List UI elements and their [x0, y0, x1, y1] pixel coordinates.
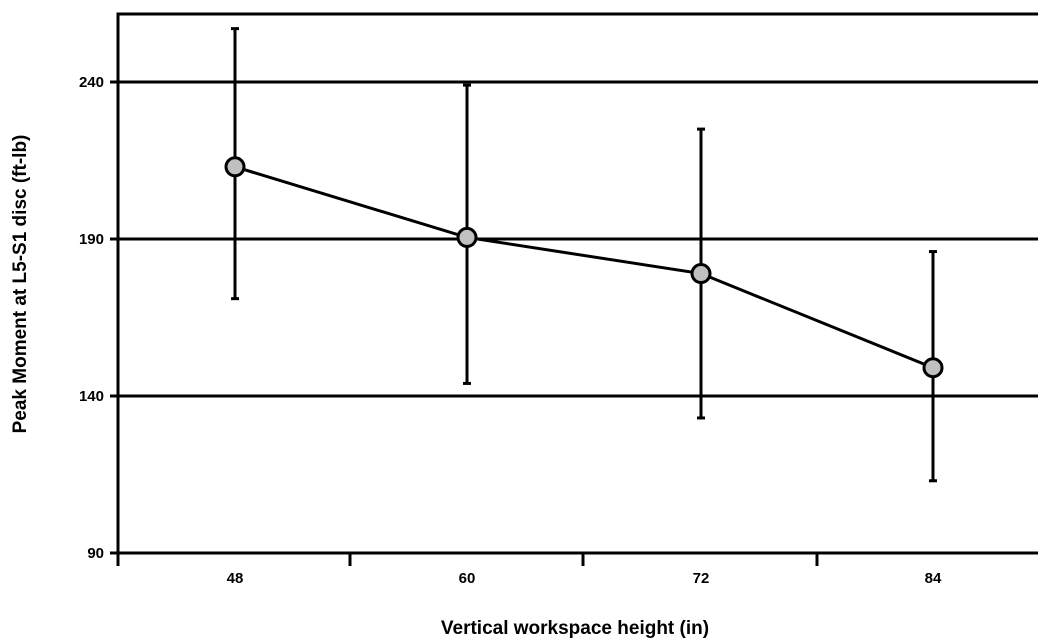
axes [110, 12, 1038, 566]
x-tick-label-48: 48 [227, 570, 244, 587]
gridlines [118, 80, 1038, 398]
x-tick-label-84: 84 [925, 570, 942, 587]
y-tick-label-140: 140 [79, 388, 104, 405]
y-tick-label-190: 190 [79, 231, 104, 248]
y-tick-label-240: 240 [79, 74, 104, 91]
series-line [234, 165, 934, 370]
x-axis-title: Vertical workspace height (in) [441, 618, 709, 639]
data-point-60 [456, 226, 478, 248]
data-points [224, 156, 944, 379]
tick-labels: 90 140 190 240 48 60 72 84 [79, 74, 942, 587]
x-tick-label-72: 72 [693, 570, 710, 587]
y-tick-label-90: 90 [87, 545, 104, 562]
x-tick-label-60: 60 [459, 570, 476, 587]
y-axis-title: Peak Moment at L5-S1 disc (ft-lb) [10, 135, 31, 434]
series-line-path [234, 165, 934, 370]
data-point-48 [224, 156, 246, 178]
data-point-84 [922, 357, 944, 379]
data-point-72 [690, 263, 712, 285]
